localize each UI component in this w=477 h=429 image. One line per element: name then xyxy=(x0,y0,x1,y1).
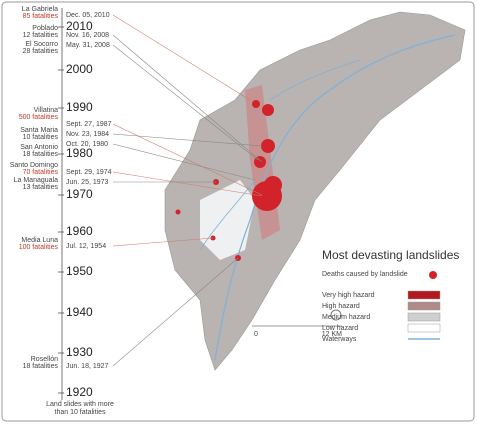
leader-line xyxy=(112,257,239,367)
leader-line xyxy=(112,14,251,101)
valley-shape xyxy=(164,11,466,371)
year-label: 1970 xyxy=(66,187,93,201)
place-name: Santa Maria xyxy=(20,127,58,134)
landslide-circle xyxy=(252,100,260,108)
legend-swatch xyxy=(407,290,441,300)
leader-line xyxy=(112,44,259,161)
place-name: Poblado xyxy=(32,25,58,32)
legend-label: Deaths caused by landslide xyxy=(322,271,408,278)
place-name: Media Luna xyxy=(21,237,58,244)
fatalities: 500 fatalities xyxy=(19,114,59,121)
landslide-markers xyxy=(175,100,282,261)
year-label: 1940 xyxy=(66,305,93,319)
place-name: La Managuala xyxy=(14,177,58,184)
year-label: 1930 xyxy=(66,345,93,359)
event-date: Jun. 25, 1973 xyxy=(66,179,109,186)
landslide-circle xyxy=(262,104,274,116)
north-arrow xyxy=(330,309,342,321)
legend-swatch xyxy=(407,301,441,311)
fatalities: 18 fatalities xyxy=(23,151,59,158)
year-label: 1990 xyxy=(66,100,93,114)
map xyxy=(164,11,466,371)
place-name: Rosellón xyxy=(31,356,58,363)
fatalities: 70 fatalities xyxy=(23,169,59,176)
legend-label: Medium hazard xyxy=(322,314,370,321)
leader-line xyxy=(112,237,214,247)
leader-line xyxy=(112,143,256,181)
leader-line xyxy=(112,171,263,197)
place-name: Santo Domingo xyxy=(10,162,58,169)
place-name: La Gabriela xyxy=(22,6,58,13)
fatalities: 18 fatalities xyxy=(23,363,59,370)
place-name: San Antonio xyxy=(20,144,58,151)
scale-start: 0 xyxy=(254,331,258,338)
footnote: Land slides with more xyxy=(46,401,114,408)
year-label: 1960 xyxy=(66,224,93,238)
year-label: 2010 xyxy=(66,19,93,33)
fatalities: 12 fatalities xyxy=(23,32,59,39)
scale-bar: 0 12 KM xyxy=(252,309,342,338)
landslide-circle xyxy=(264,176,282,194)
legend-title: Most devasting landslides xyxy=(322,248,459,262)
legend-swatch xyxy=(429,271,437,279)
event-date: Jul. 12, 1954 xyxy=(66,243,106,250)
place-name: Villatina xyxy=(34,107,58,114)
legend-swatch xyxy=(407,323,441,333)
leader-line xyxy=(112,34,263,163)
legend-label: Waterways xyxy=(322,336,357,343)
year-label: 1950 xyxy=(66,264,93,278)
waterway xyxy=(214,34,456,361)
fatalities: 85 fatalities xyxy=(23,13,59,20)
fatalities: 28 fatalities xyxy=(23,48,59,55)
legend-label: Very high hazard xyxy=(322,292,375,299)
landslide-circle xyxy=(261,139,275,153)
event-date: Jun. 18, 1927 xyxy=(66,363,109,370)
landslide-circle xyxy=(254,156,266,168)
event-date: Sept. 27, 1987 xyxy=(66,121,112,128)
event-date: Dec. 05, 2010 xyxy=(66,12,110,19)
event-date: Oct. 20, 1980 xyxy=(66,141,108,148)
legend-swatch xyxy=(407,312,441,322)
year-label: 1920 xyxy=(66,385,93,399)
waterway xyxy=(199,59,361,251)
event-date: Sept. 29, 1974 xyxy=(66,169,112,176)
event-date: May. 31, 2008 xyxy=(66,42,110,49)
year-label: 2000 xyxy=(66,62,93,76)
fatalities: 13 fatalities xyxy=(23,184,59,191)
event-date: Nov. 16, 2008 xyxy=(66,32,109,39)
place-name: El Socorro xyxy=(25,41,58,48)
scale-end: 12 KM xyxy=(322,331,342,338)
fatalities: 10 fatalities xyxy=(23,134,59,141)
legend-label: High hazard xyxy=(322,303,360,310)
leader-line xyxy=(112,133,263,147)
event-date: Nov. 23, 1984 xyxy=(66,131,109,138)
landslide-circle xyxy=(175,209,181,215)
footnote: than 10 fatalities xyxy=(55,409,106,416)
fatalities: 100 fatalities xyxy=(19,244,59,251)
year-label: 1980 xyxy=(66,146,93,160)
legend-label: Low hazard xyxy=(322,325,358,332)
